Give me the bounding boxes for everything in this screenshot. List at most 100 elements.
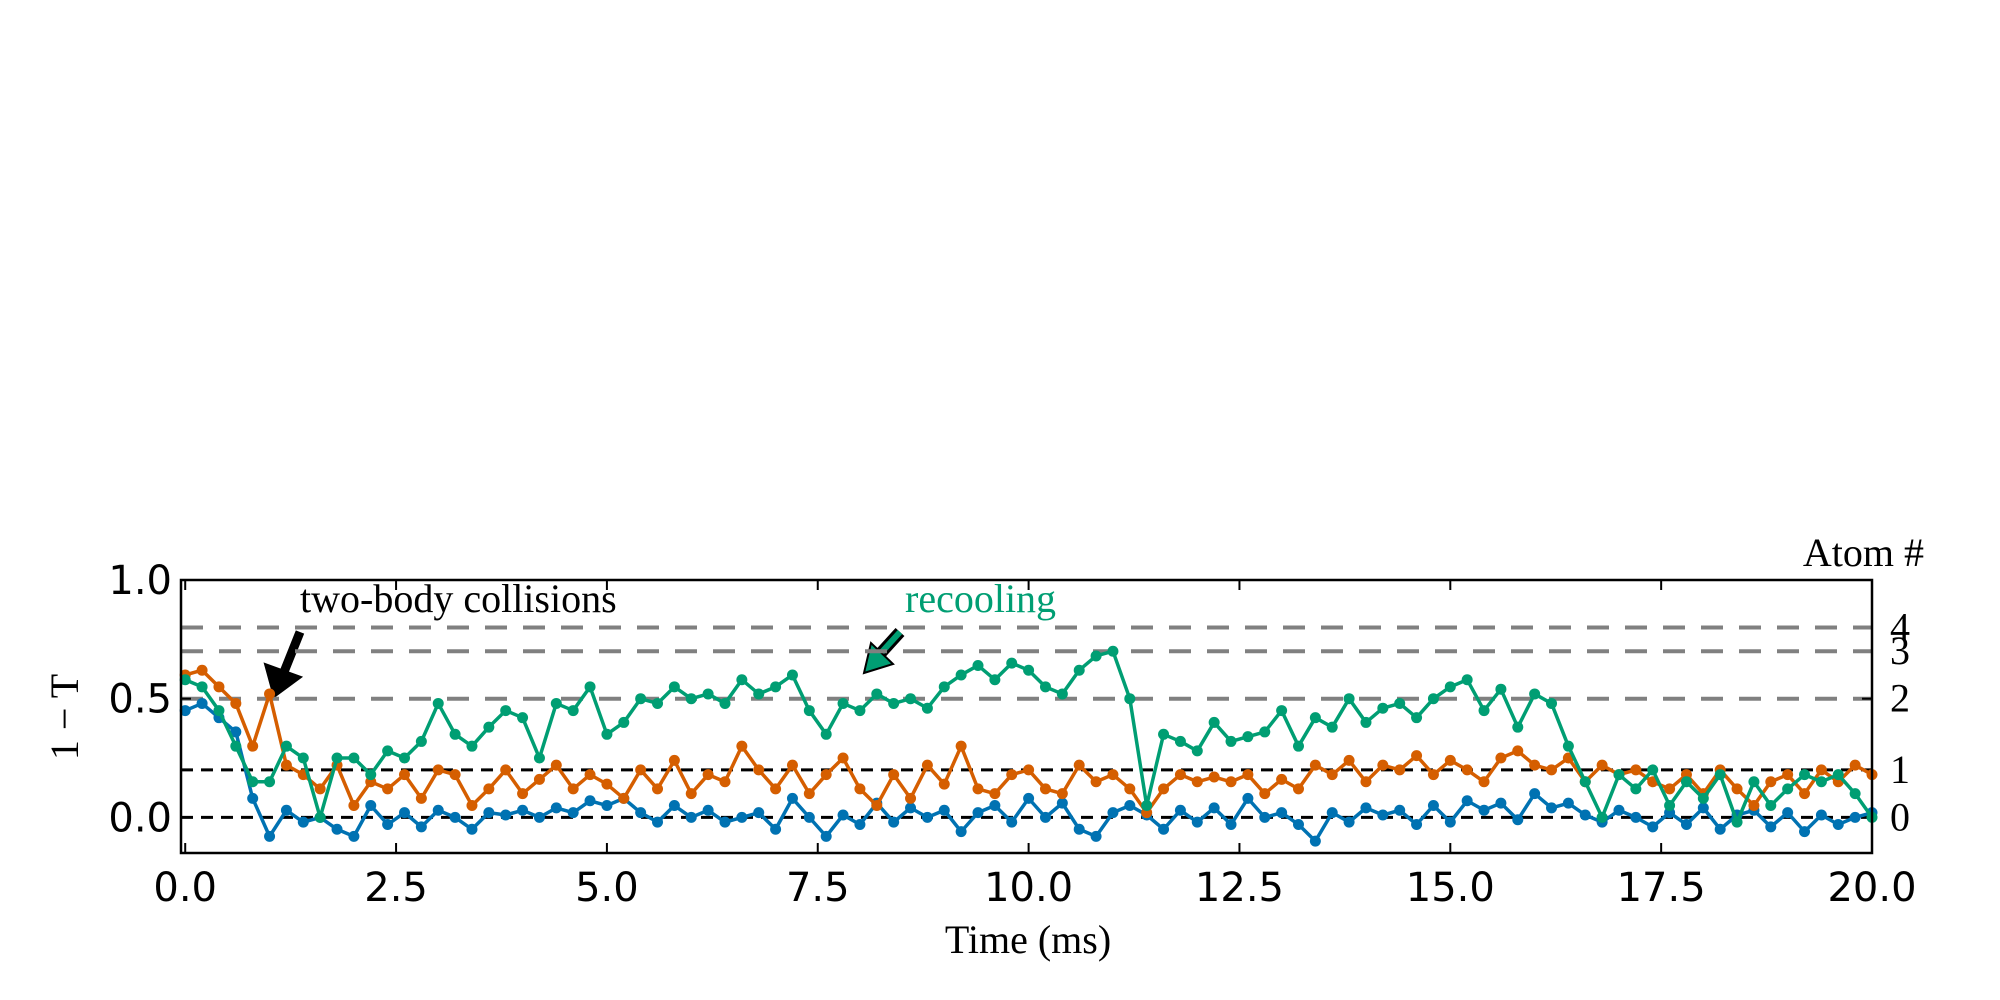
- annotation: recooling: [905, 576, 1056, 621]
- data-point: [1191, 776, 1203, 788]
- data-point: [1596, 811, 1608, 823]
- data-point: [652, 783, 664, 795]
- data-point: [652, 697, 664, 709]
- data-point: [1782, 769, 1794, 781]
- data-point: [1343, 693, 1355, 705]
- data-point: [1343, 816, 1355, 828]
- data-point: [955, 740, 967, 752]
- data-point: [264, 688, 276, 700]
- data-point: [550, 697, 562, 709]
- data-point: [314, 783, 326, 795]
- data-point: [230, 726, 242, 738]
- data-point: [1579, 809, 1591, 821]
- data-point: [1478, 776, 1490, 788]
- x-tick-label: 7.5: [786, 865, 850, 911]
- data-point: [1664, 800, 1676, 812]
- data-point: [1765, 821, 1777, 833]
- data-point: [179, 674, 191, 686]
- data-point: [584, 769, 596, 781]
- data-point: [432, 697, 444, 709]
- data-point: [449, 811, 461, 823]
- data-point: [1292, 783, 1304, 795]
- data-point: [1124, 800, 1136, 812]
- data-point: [1090, 650, 1102, 662]
- data-point: [398, 752, 410, 764]
- y2-axis-label: Atom #: [1803, 530, 1924, 575]
- y2-tick-label: 0: [1890, 794, 1910, 839]
- data-point: [1174, 769, 1186, 781]
- data-point: [331, 823, 343, 835]
- data-point: [1799, 826, 1811, 838]
- data-point: [179, 705, 191, 717]
- data-point: [601, 728, 613, 740]
- data-point: [635, 807, 647, 819]
- data-point: [230, 740, 242, 752]
- data-point: [685, 811, 697, 823]
- data-point: [1427, 769, 1439, 781]
- data-point: [382, 783, 394, 795]
- data-point: [1107, 645, 1119, 657]
- data-point: [230, 697, 242, 709]
- data-point: [1073, 664, 1085, 676]
- plot-frame: [179, 578, 1874, 855]
- data-point: [1343, 754, 1355, 766]
- data-point: [1039, 811, 1051, 823]
- data-point: [871, 688, 883, 700]
- data-point: [803, 705, 815, 717]
- data-point: [1546, 764, 1558, 776]
- data-point: [1225, 776, 1237, 788]
- data-point: [1647, 764, 1659, 776]
- data-point: [1512, 745, 1524, 757]
- data-point: [1832, 769, 1844, 781]
- data-point: [1697, 792, 1709, 804]
- data-point: [955, 669, 967, 681]
- data-point: [685, 788, 697, 800]
- data-point: [1056, 797, 1068, 809]
- data-point: [1360, 802, 1372, 814]
- data-point: [1630, 811, 1642, 823]
- data-point: [668, 800, 680, 812]
- data-point: [1512, 814, 1524, 826]
- data-point: [1630, 783, 1642, 795]
- data-point: [854, 705, 866, 717]
- data-point: [1495, 752, 1507, 764]
- data-point: [247, 792, 259, 804]
- data-point: [196, 697, 208, 709]
- y2-tick-label: 1: [1890, 747, 1910, 792]
- data-point: [921, 702, 933, 714]
- data-point: [1630, 764, 1642, 776]
- data-point: [1006, 769, 1018, 781]
- data-point: [786, 792, 798, 804]
- data-point: [905, 792, 917, 804]
- data-point: [533, 811, 545, 823]
- data-point: [854, 783, 866, 795]
- data-point: [1208, 716, 1220, 728]
- data-point: [1815, 764, 1827, 776]
- data-point: [1191, 816, 1203, 828]
- data-point: [264, 830, 276, 842]
- x-tick-label: 12.5: [1195, 865, 1284, 911]
- data-point: [1461, 764, 1473, 776]
- data-point: [837, 809, 849, 821]
- data-point: [1411, 819, 1423, 831]
- data-point: [1394, 697, 1406, 709]
- data-point: [1326, 807, 1338, 819]
- data-point: [483, 783, 495, 795]
- data-point: [500, 764, 512, 776]
- data-point: [1158, 823, 1170, 835]
- data-point: [736, 740, 748, 752]
- data-point: [786, 669, 798, 681]
- data-point: [1023, 764, 1035, 776]
- data-point: [398, 769, 410, 781]
- data-point: [466, 800, 478, 812]
- data-point: [1158, 783, 1170, 795]
- data-point: [1529, 788, 1541, 800]
- data-point: [601, 778, 613, 790]
- data-point: [1529, 688, 1541, 700]
- data-point: [1191, 745, 1203, 757]
- data-point: [905, 802, 917, 814]
- data-point: [1478, 804, 1490, 816]
- data-point: [297, 816, 309, 828]
- data-point: [1495, 797, 1507, 809]
- data-point: [1411, 750, 1423, 762]
